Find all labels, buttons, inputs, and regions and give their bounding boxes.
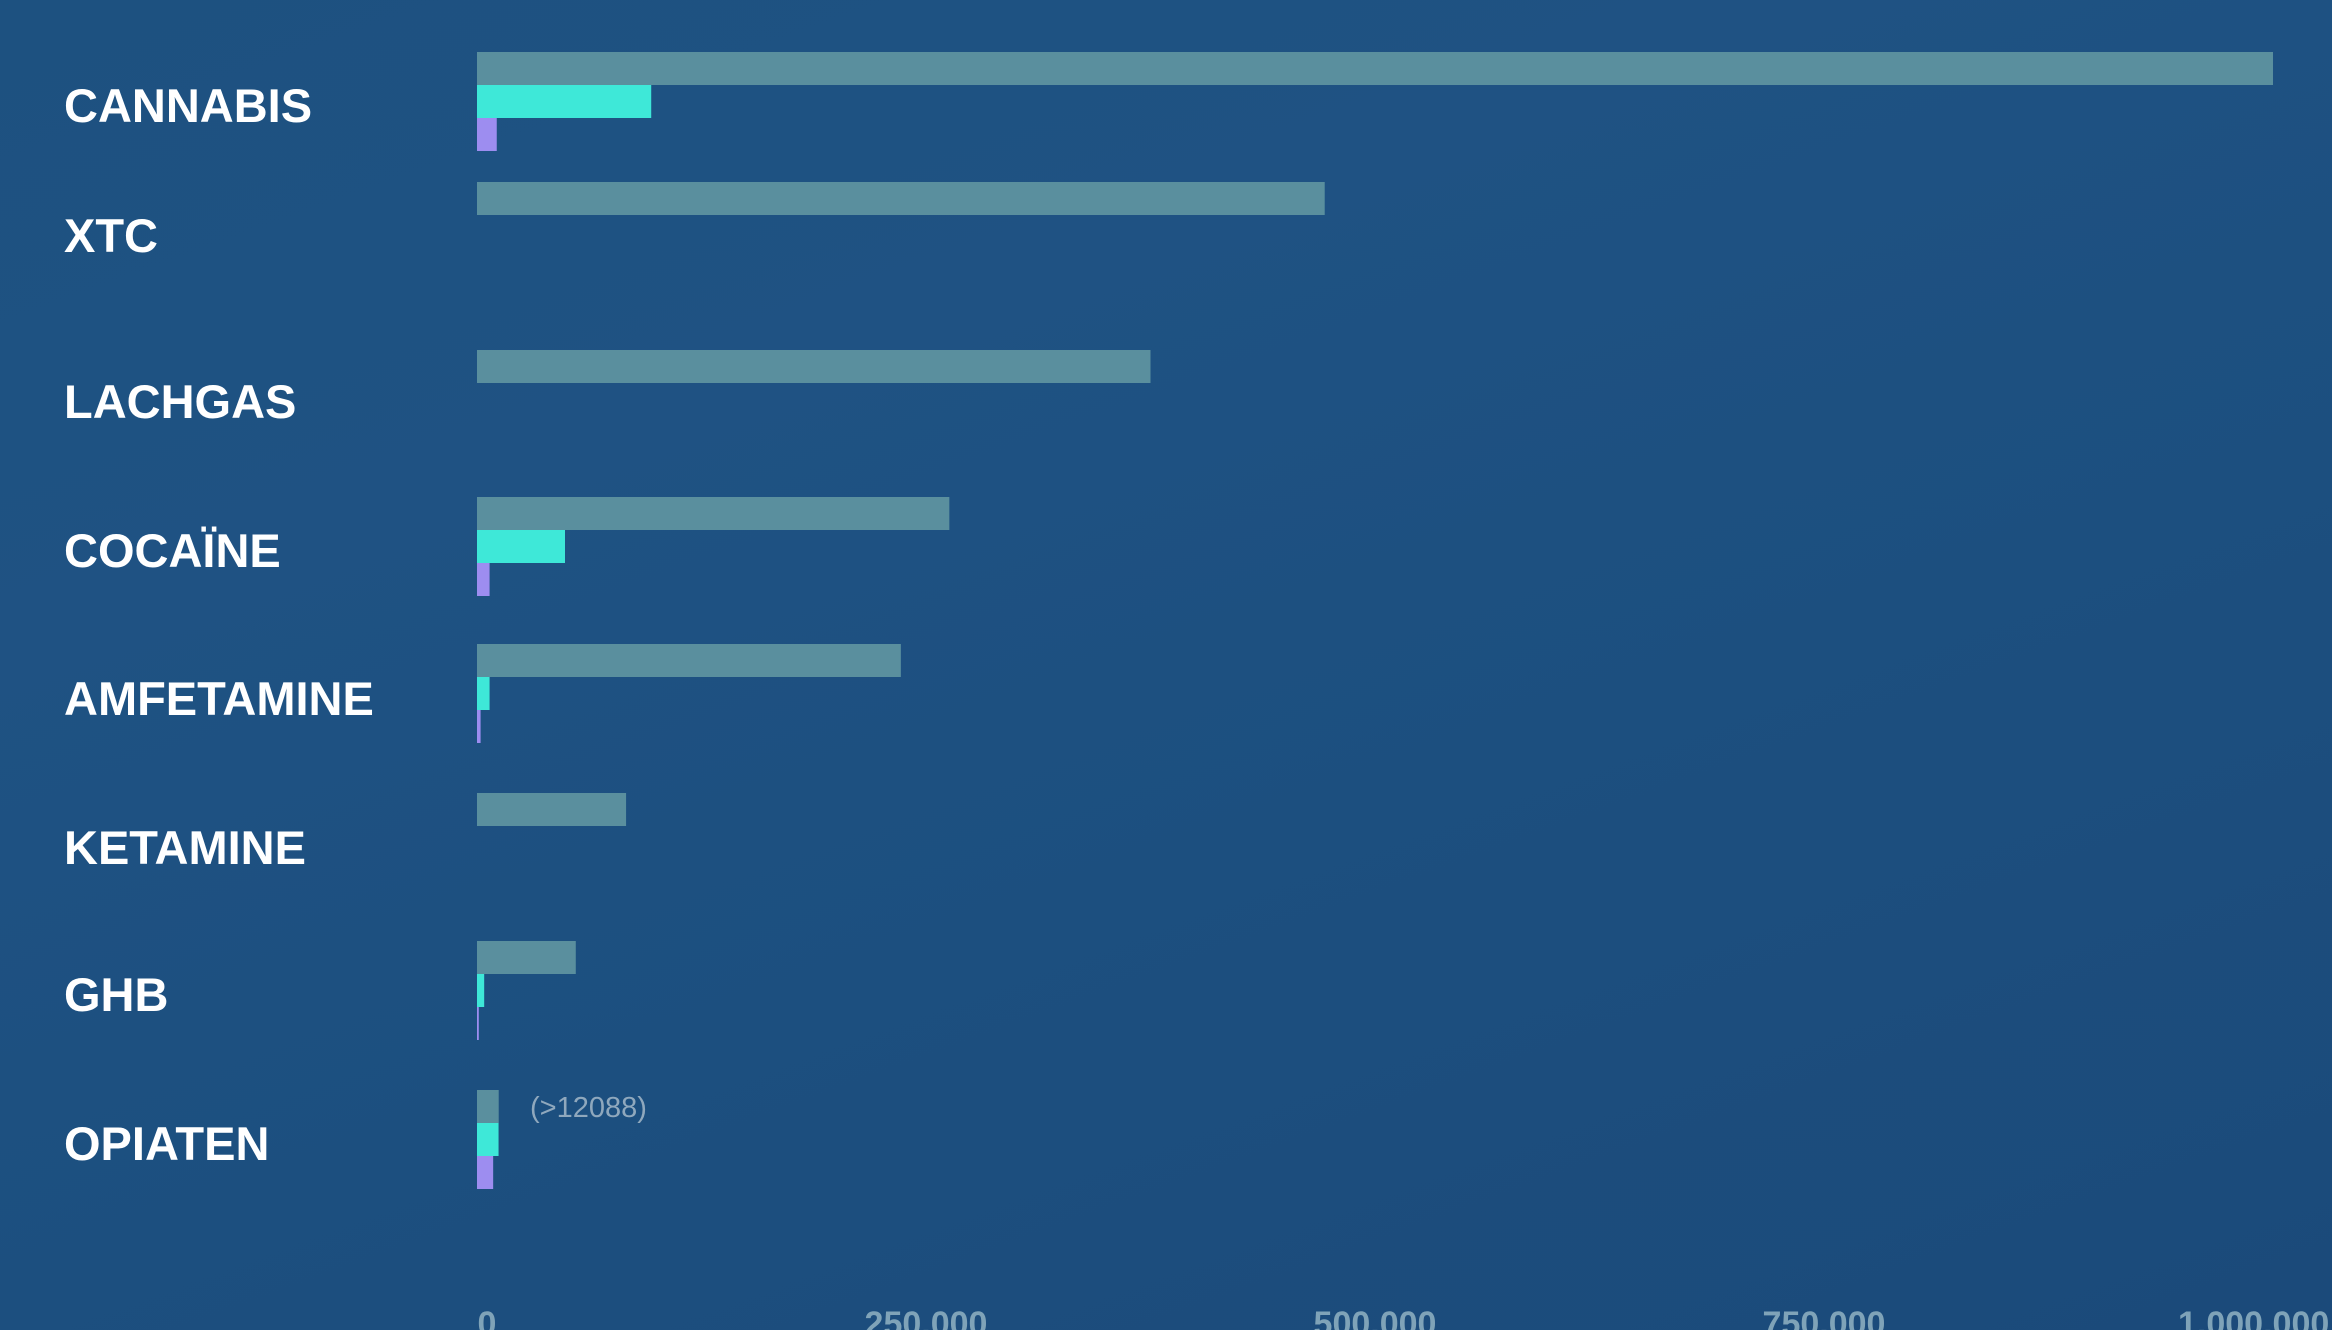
- bar-opiaten-series-2: [477, 1123, 499, 1156]
- category-label-cocaine: COCAÏNE: [64, 524, 281, 577]
- x-tick-label: 1.000.000: [2178, 1305, 2329, 1330]
- bar-xtc-series-1: [477, 182, 1325, 215]
- bar-cannabis-series-1: [477, 52, 2273, 85]
- category-label-lachgas: LACHGAS: [64, 375, 296, 428]
- category-label-amfetamine: AMFETAMINE: [64, 672, 374, 725]
- bar-cannabis-series-2: [477, 85, 652, 118]
- bar-lachgas-series-1: [477, 350, 1151, 383]
- bar-opiaten-series-1: [477, 1090, 499, 1123]
- bar-amfetamine-series-1: [477, 644, 901, 677]
- bars-group: [477, 52, 2273, 1189]
- bar-amfetamine-series-2: [477, 677, 490, 710]
- annotations-group: (>12088): [530, 1092, 647, 1124]
- bar-cocaine-series-2: [477, 530, 566, 563]
- x-tick-label: 0: [478, 1305, 497, 1330]
- bar-cannabis-series-3: [477, 118, 497, 151]
- x-tick-label: 500.000: [1314, 1305, 1437, 1330]
- bar-cocaine-series-1: [477, 497, 950, 530]
- category-label-cannabis: CANNABIS: [64, 79, 312, 132]
- x-tick-label: 250.000: [865, 1305, 988, 1330]
- category-label-opiaten: OPIATEN: [64, 1117, 269, 1170]
- bar-ghb-series-3: [477, 1007, 479, 1040]
- bar-ghb-series-1: [477, 941, 576, 974]
- bar-ghb-series-2: [477, 974, 485, 1007]
- bar-opiaten-series-3: [477, 1156, 494, 1189]
- category-labels: CANNABIS XTC LACHGAS COCAÏNE AMFETAMINE KETAM…: [64, 79, 374, 1170]
- annotation-opiaten: (>12088): [530, 1092, 647, 1124]
- category-label-ghb: GHB: [64, 968, 168, 1021]
- category-label-ketamine: KETAMINE: [64, 821, 306, 874]
- bar-ketamine-series-1: [477, 793, 627, 826]
- bar-amfetamine-series-3: [477, 710, 481, 743]
- category-label-xtc: XTC: [64, 209, 158, 262]
- x-tick-label: 750.000: [1763, 1305, 1886, 1330]
- bar-cocaine-series-3: [477, 563, 490, 596]
- x-axis-tick-labels: 0 250.000 500.000 750.000 1.000.000: [478, 1305, 2330, 1330]
